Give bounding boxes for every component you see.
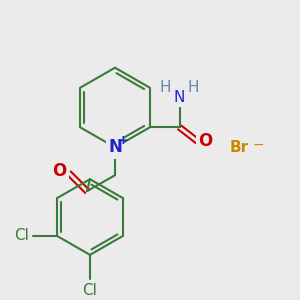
Text: +: + (118, 134, 128, 147)
Text: N: N (174, 90, 185, 105)
Text: H: H (188, 80, 200, 95)
Text: N: N (108, 138, 122, 156)
Text: H: H (160, 80, 171, 95)
Text: −: − (253, 137, 265, 152)
Text: Cl: Cl (82, 283, 98, 298)
Text: O: O (199, 132, 213, 150)
Text: O: O (52, 162, 66, 180)
Text: Cl: Cl (14, 228, 28, 243)
Text: Br: Br (230, 140, 249, 155)
